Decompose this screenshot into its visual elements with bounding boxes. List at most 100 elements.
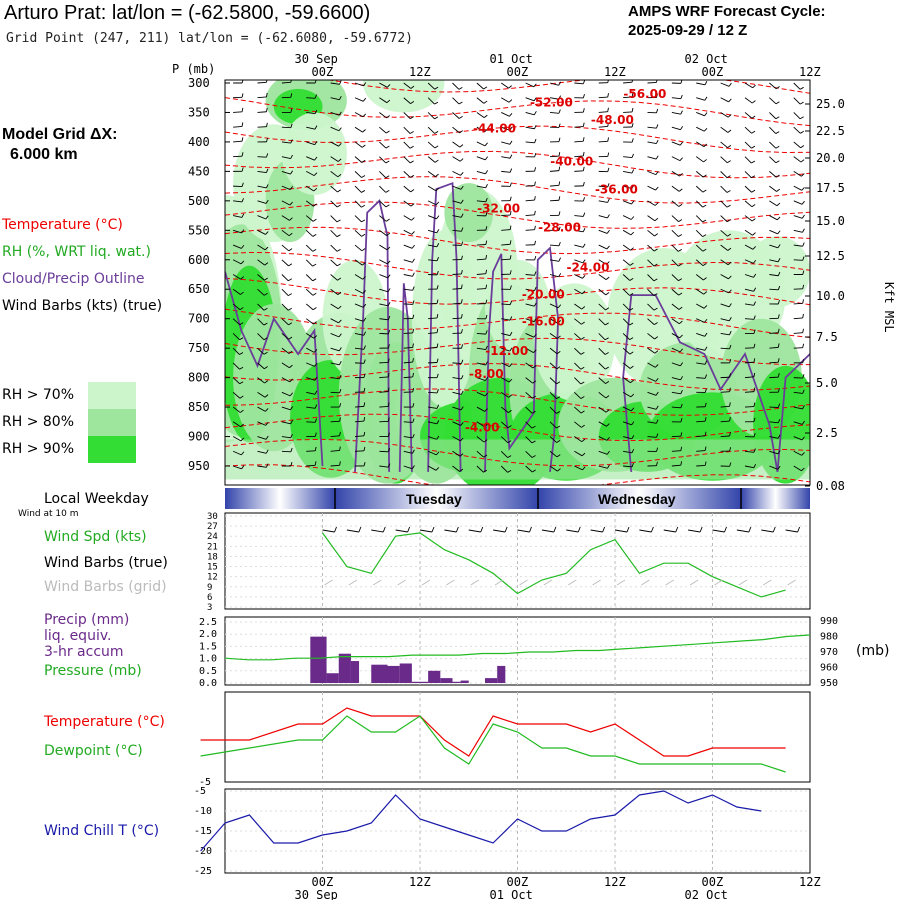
wind-barb-flag	[412, 358, 414, 363]
wind-barb-flag	[263, 307, 268, 311]
wind-barb-flag	[265, 184, 269, 189]
isotherm-line	[225, 413, 810, 442]
surface-wind-flag	[577, 526, 581, 533]
wind-barb-staff	[452, 229, 462, 232]
wind-barb-flag	[458, 86, 463, 90]
wind-barb-staff	[354, 435, 365, 437]
wind-barb-staff	[330, 318, 339, 324]
wind-barb-staff	[525, 377, 533, 384]
wind-barb-staff	[305, 303, 314, 311]
wind-barb-flag	[653, 307, 658, 311]
wind-barb-flag	[387, 274, 391, 279]
wind-barb-staff	[671, 126, 681, 131]
wind-barb-staff	[623, 450, 633, 454]
surface-wind-flag	[382, 526, 386, 533]
wind-barb-flag	[655, 155, 659, 160]
wind-barb-flag	[703, 291, 708, 295]
wind-barb-staff	[379, 303, 389, 307]
wind-barb-flag	[605, 409, 610, 413]
wind-barb-staff	[549, 155, 560, 158]
wind-barb-flag	[363, 431, 366, 436]
isotherm-label: -56.00	[623, 87, 666, 101]
wind-barb-flag	[387, 372, 390, 377]
surface-wind-flag	[431, 526, 435, 533]
wind-barb-staff	[232, 274, 242, 280]
wind-barb-staff	[500, 450, 508, 458]
wind-barb-flag	[605, 276, 610, 281]
pressure-tick-label: 850	[188, 400, 210, 414]
wind-barb-staff	[574, 229, 584, 233]
wind-barb-flag	[314, 376, 318, 381]
wind-barb-flag	[607, 183, 610, 188]
wind-barb-staff	[574, 303, 583, 310]
surface-wind-barb	[444, 529, 457, 533]
wind-barb-flag	[460, 406, 464, 411]
isotherm-line	[225, 150, 810, 179]
wind-barb-staff	[623, 81, 633, 84]
surface-wind-barb	[395, 529, 408, 533]
wind-barb-staff	[623, 170, 633, 174]
wind-barb-staff	[525, 185, 535, 187]
wind-barb-flag	[533, 318, 537, 322]
wind-barb-flag	[339, 431, 341, 436]
wind-barb-flag	[729, 387, 731, 392]
wind-barb-staff	[622, 215, 632, 220]
wind-barb-flag	[606, 261, 610, 265]
wind-barb-flag	[436, 404, 440, 409]
wind-barb-flag	[629, 293, 634, 296]
isotherm-label: -8.00	[469, 367, 504, 381]
isotherm-label: -16.00	[522, 315, 565, 329]
wind-barb-staff	[574, 274, 583, 279]
wind-barb-staff	[769, 274, 779, 277]
wind-barb-flag	[363, 446, 366, 451]
wind-barb-flag	[290, 447, 293, 452]
isotherm-line	[225, 308, 810, 338]
wind-barb-staff	[232, 303, 241, 311]
wind-barb-flag	[483, 454, 488, 458]
wind-barb-staff	[403, 185, 411, 193]
wind-barb-flag	[509, 255, 512, 260]
wind-barb-flag	[265, 421, 269, 426]
wind-barb-staff	[281, 288, 289, 296]
wind-barb-flag	[801, 420, 805, 425]
wind-barb-flag	[509, 347, 513, 352]
wind-barb-staff	[330, 274, 338, 281]
wind-barb-staff	[257, 303, 265, 311]
wind-barb-flag	[337, 158, 342, 162]
wind-barb-flag	[605, 395, 610, 399]
wind-barb-staff	[428, 317, 438, 320]
wind-barb-staff	[257, 377, 265, 384]
wind-barb-flag	[631, 107, 634, 113]
wind-barb-staff	[452, 362, 462, 365]
wind-barb-staff	[379, 376, 389, 379]
wind-barb-flag	[777, 418, 781, 424]
wind-barb-flag	[800, 159, 805, 163]
wind-barb-staff	[647, 156, 657, 160]
wind-barb-flag	[485, 284, 488, 289]
wind-barb-flag	[412, 418, 415, 423]
forecast-cycle-label: AMPS WRF Forecast Cycle:	[628, 3, 826, 20]
wind-barb-staff	[354, 112, 364, 118]
wind-barb-flag	[483, 439, 488, 443]
wind-barb-flag	[753, 301, 756, 306]
wind-barb-staff	[305, 288, 314, 296]
wind-barb-flag	[461, 269, 463, 275]
wind-barb-flag	[777, 358, 780, 363]
wind-barb-staff	[744, 376, 755, 379]
wind-barb-flag	[752, 84, 756, 89]
surface-wind-barb	[761, 529, 774, 533]
wind-barb-flag	[679, 141, 684, 146]
pressure-tick-label: 450	[188, 164, 210, 178]
wind-barb-flag	[631, 123, 634, 128]
surface-wind-flag	[455, 526, 459, 533]
wind-barb-staff	[769, 332, 779, 334]
wind-barb-staff	[257, 465, 267, 468]
wind-barb-flag	[507, 440, 512, 444]
wind-barb-staff	[525, 450, 533, 458]
wind-barb-flag	[387, 260, 391, 265]
wind-barb-staff	[281, 450, 291, 453]
legend-precip: Precip (mm)	[44, 612, 130, 628]
wind-barb-flag	[703, 277, 707, 281]
wind-barb-flag	[752, 259, 757, 264]
wind-barb-flag	[338, 142, 342, 147]
